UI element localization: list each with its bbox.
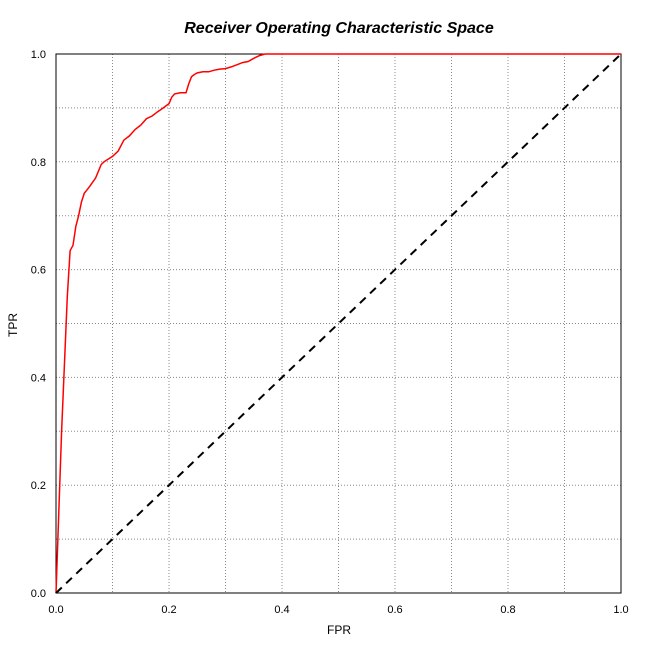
x-tick-label: 0.6 (387, 604, 402, 616)
x-tick-label: 0.2 (161, 604, 176, 616)
x-tick-label: 0.0 (48, 604, 63, 616)
y-tick-label: 0.4 (31, 372, 46, 384)
y-tick-label: 1.0 (31, 49, 46, 61)
x-axis-ticks: 0.0 0.2 0.4 0.6 0.8 1.0 (48, 604, 628, 616)
chance-diagonal-line (55, 53, 622, 594)
roc-curve-line (55, 53, 621, 594)
series-layer (55, 53, 622, 594)
x-axis-label: FPR (327, 623, 351, 637)
y-tick-label: 0.0 (31, 588, 46, 600)
y-axis-label: TPR (6, 313, 20, 337)
grid-lines (56, 54, 621, 593)
x-tick-label: 0.8 (500, 604, 515, 616)
x-tick-label: 1.0 (613, 604, 628, 616)
chart-title: Receiver Operating Characteristic Space (184, 20, 494, 37)
y-tick-label: 0.2 (31, 480, 46, 492)
x-tick-label: 0.4 (274, 604, 289, 616)
y-axis-ticks: 0.0 0.2 0.4 0.6 0.8 1.0 (31, 49, 46, 600)
y-tick-label: 0.8 (31, 157, 46, 169)
y-tick-label: 0.6 (31, 265, 46, 277)
